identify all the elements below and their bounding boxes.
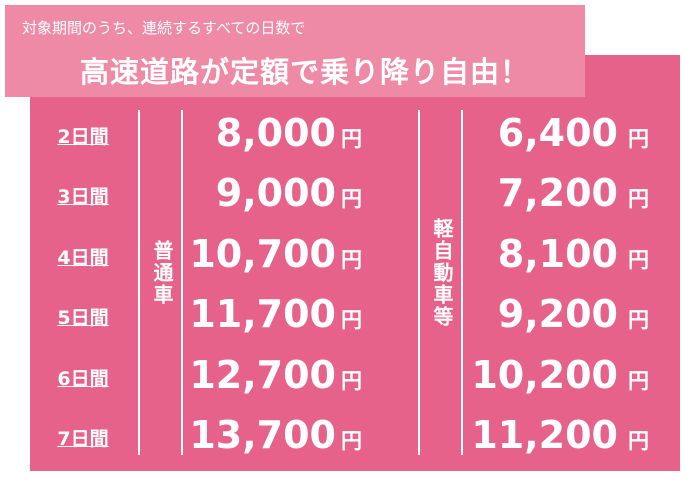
day-label: 7日間 — [57, 428, 109, 450]
unit: 円 — [341, 429, 362, 453]
price: 6,400 — [497, 111, 618, 155]
title: 高速道路が定額で乗り降り自由！ — [80, 55, 531, 89]
column-label: 軽自動車等 — [430, 218, 454, 328]
unit: 円 — [628, 247, 649, 272]
day-label: 5日間 — [57, 307, 109, 330]
column-label: 普通車 — [150, 240, 174, 306]
price: 9,000 — [215, 171, 336, 216]
price: 10,200 — [471, 352, 618, 397]
price: 11,700 — [189, 292, 336, 337]
day-label: 2日間 — [57, 126, 109, 148]
price: 12,700 — [189, 352, 336, 397]
divider — [461, 110, 463, 455]
price: 8,000 — [215, 111, 336, 155]
price: 7,200 — [497, 171, 618, 216]
unit: 円 — [628, 429, 649, 453]
unit: 円 — [628, 127, 649, 151]
day-label: 4日間 — [57, 246, 109, 269]
unit: 円 — [341, 368, 362, 393]
price: 9,200 — [497, 292, 618, 337]
unit: 円 — [341, 127, 362, 151]
unit: 円 — [628, 187, 649, 212]
divider — [138, 110, 140, 455]
divider — [418, 110, 420, 455]
price: 13,700 — [189, 413, 336, 457]
subtitle: 対象期間のうち、連続するすべての日数で — [22, 19, 306, 37]
day-label: 6日間 — [57, 367, 109, 390]
unit: 円 — [341, 247, 362, 272]
price: 10,700 — [189, 231, 336, 276]
day-label: 3日間 — [57, 186, 109, 209]
unit: 円 — [628, 368, 649, 393]
unit: 円 — [628, 308, 649, 333]
price: 11,200 — [471, 413, 618, 457]
price: 8,100 — [497, 231, 618, 276]
unit: 円 — [341, 187, 362, 212]
divider — [181, 110, 183, 455]
unit: 円 — [341, 308, 362, 333]
header-box: 対象期間のうち、連続するすべての日数で 高速道路が定額で乗り降り自由！ — [5, 5, 585, 97]
